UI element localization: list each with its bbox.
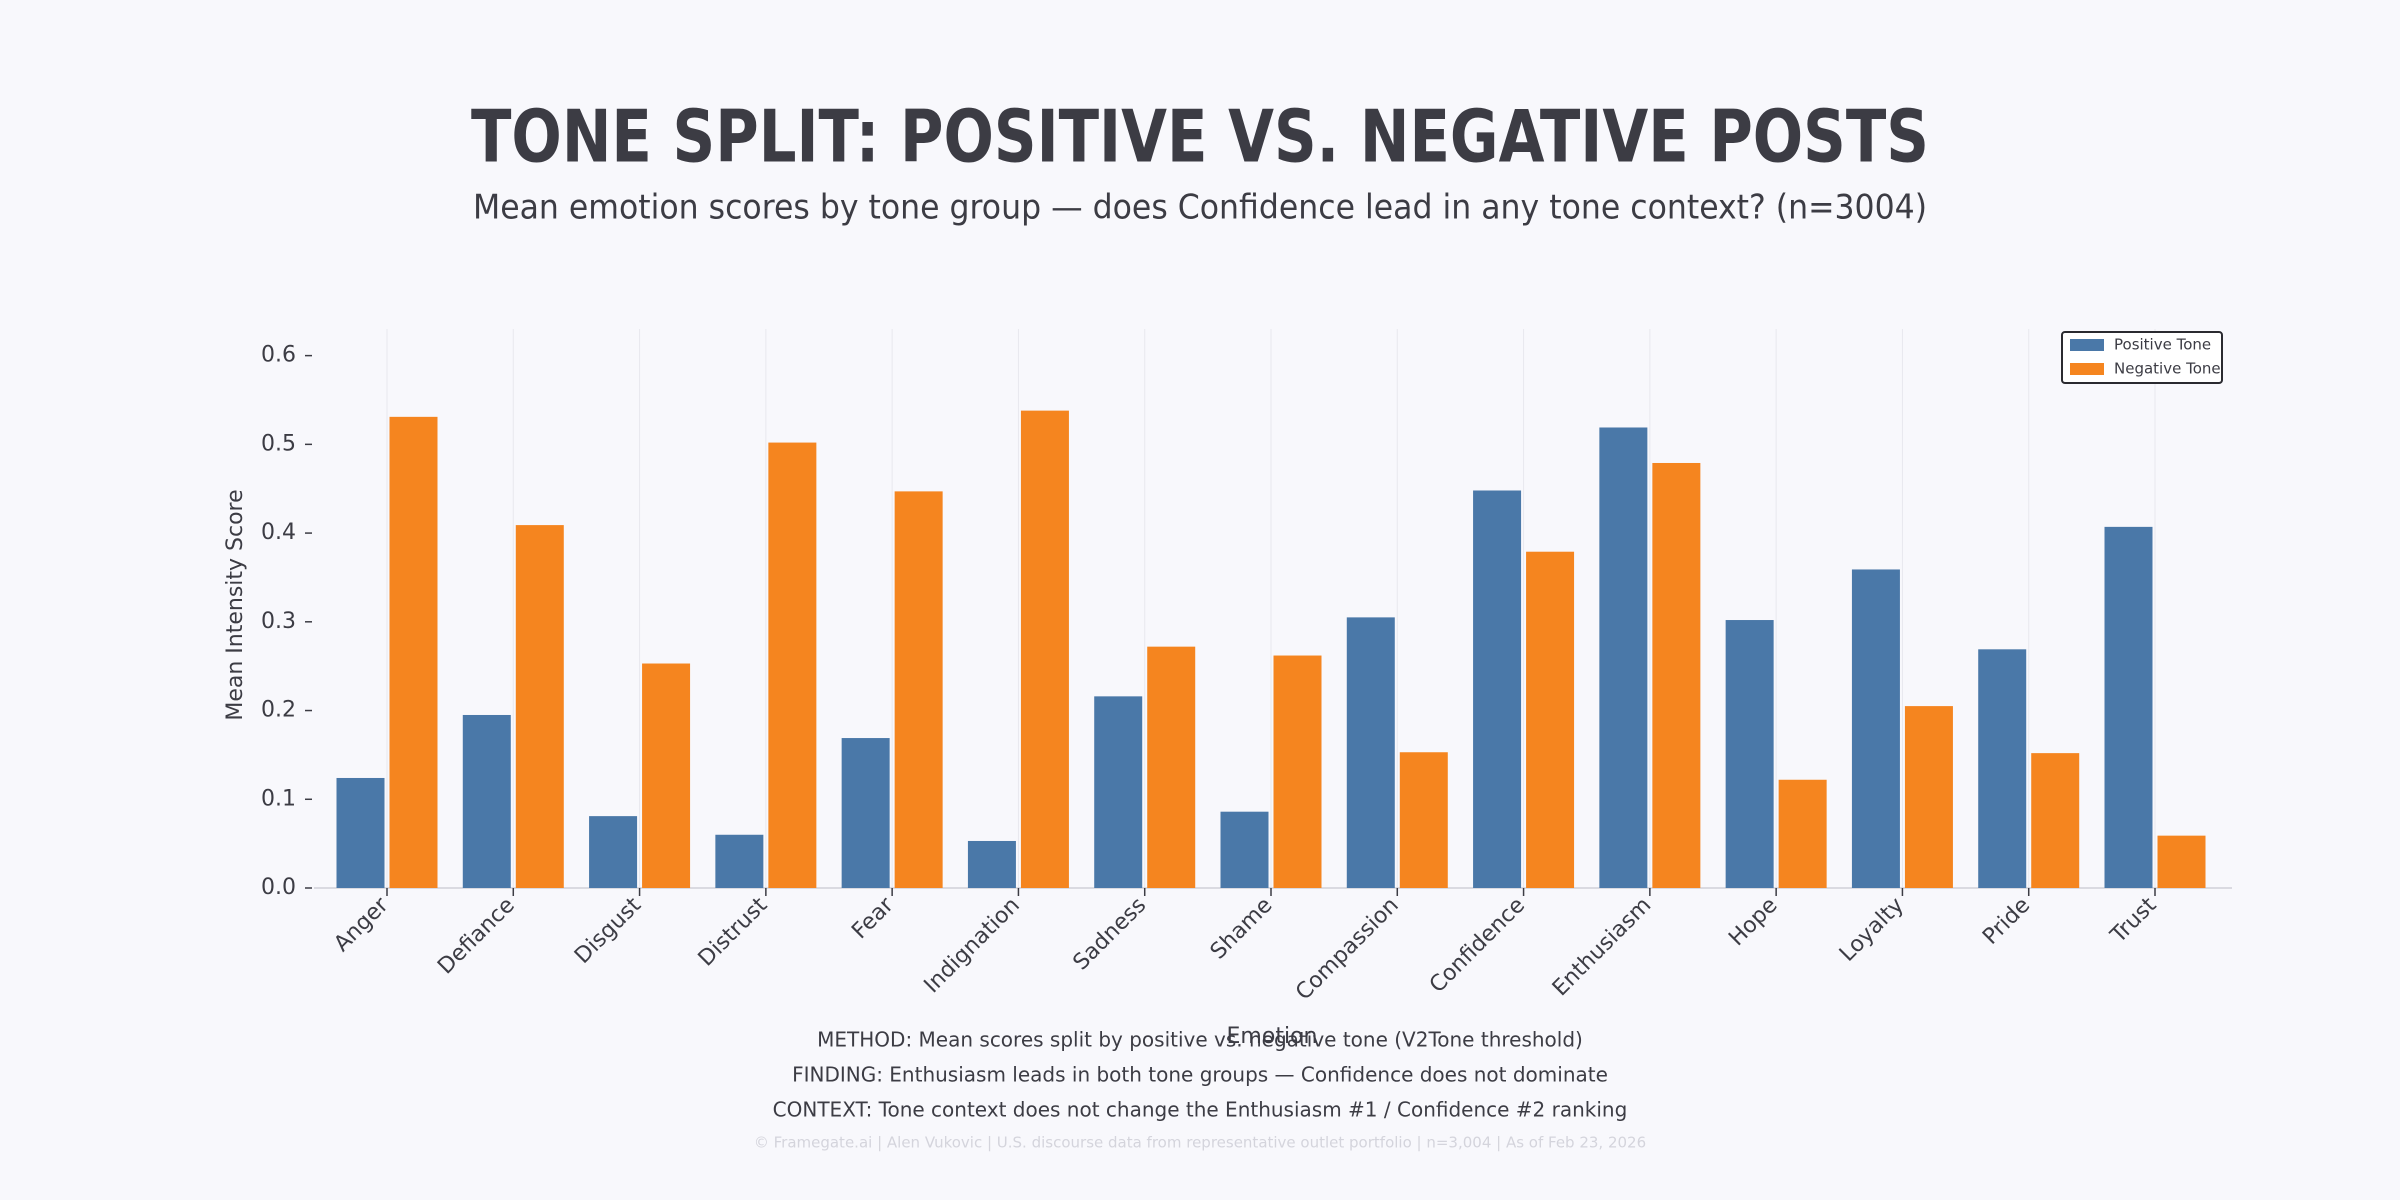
bar: [589, 816, 638, 888]
bar: [1273, 655, 1322, 888]
bar: [2157, 835, 2206, 888]
bar: [1725, 620, 1774, 888]
y-tick-label: 0.6: [261, 343, 296, 368]
bar: [1978, 649, 2027, 888]
x-axis-label: Emotion: [1227, 1024, 1318, 1049]
bar: [2104, 526, 2153, 888]
legend-swatch: [2070, 363, 2104, 375]
bar: [967, 840, 1016, 888]
y-tick-label: 0.1: [261, 786, 296, 811]
bar: [336, 777, 385, 888]
y-axis-label: Mean Intensity Score: [223, 489, 248, 720]
note: FINDING: Enthusiasm leads in both tone g…: [792, 1063, 1608, 1087]
y-tick-label: 0.2: [261, 698, 296, 723]
bar: [894, 491, 943, 888]
bar: [389, 416, 438, 888]
bar: [768, 442, 817, 888]
bar: [1599, 427, 1648, 888]
y-tick-label: 0.4: [261, 520, 296, 545]
note: CONTEXT: Tone context does not change th…: [773, 1098, 1628, 1122]
bar: [1220, 811, 1269, 888]
bar: [1147, 646, 1196, 888]
y-tick-label: 0.0: [261, 875, 296, 900]
legend-label: Positive Tone: [2114, 336, 2211, 354]
footer: © Framegate.ai | Alen Vukovic | U.S. dis…: [754, 1134, 1646, 1152]
bar: [2031, 753, 2080, 888]
bar: [515, 525, 564, 888]
bar: [1094, 696, 1143, 888]
chart-title: TONE SPLIT: POSITIVE VS. NEGATIVE POSTS: [471, 95, 1929, 179]
bar: [642, 663, 691, 888]
y-tick-label: 0.3: [261, 609, 296, 634]
bar: [1904, 706, 1953, 888]
bar: [1473, 490, 1522, 888]
bar: [841, 738, 890, 888]
bar: [1851, 569, 1900, 888]
legend-swatch: [2070, 339, 2104, 351]
bar: [1652, 462, 1701, 888]
bar: [462, 714, 511, 888]
bar: [715, 834, 764, 888]
legend-label: Negative Tone: [2114, 360, 2221, 378]
bar: [1020, 410, 1069, 888]
chart-subtitle: Mean emotion scores by tone group — does…: [473, 188, 1927, 228]
bar: [1399, 752, 1448, 888]
bar: [1346, 617, 1395, 888]
y-tick-label: 0.5: [261, 431, 296, 456]
note: METHOD: Mean scores split by positive vs…: [817, 1028, 1583, 1052]
bar: [1778, 779, 1827, 888]
bar: [1526, 551, 1575, 888]
